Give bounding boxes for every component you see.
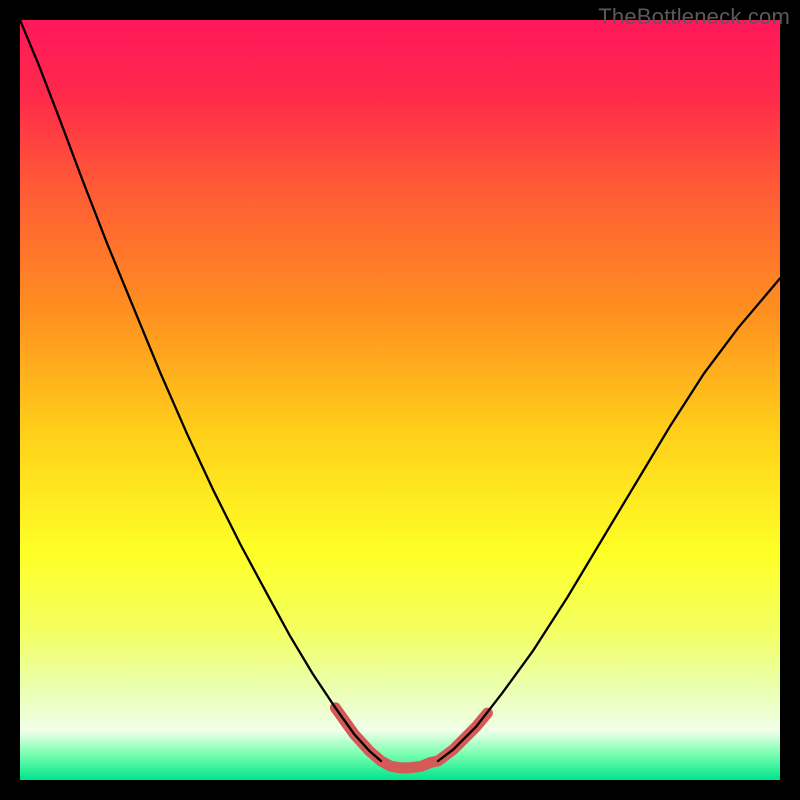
- bottleneck-chart: [0, 0, 800, 800]
- chart-background: [20, 20, 780, 780]
- watermark-text: TheBottleneck.com: [598, 4, 790, 30]
- chart-svg: [0, 0, 800, 800]
